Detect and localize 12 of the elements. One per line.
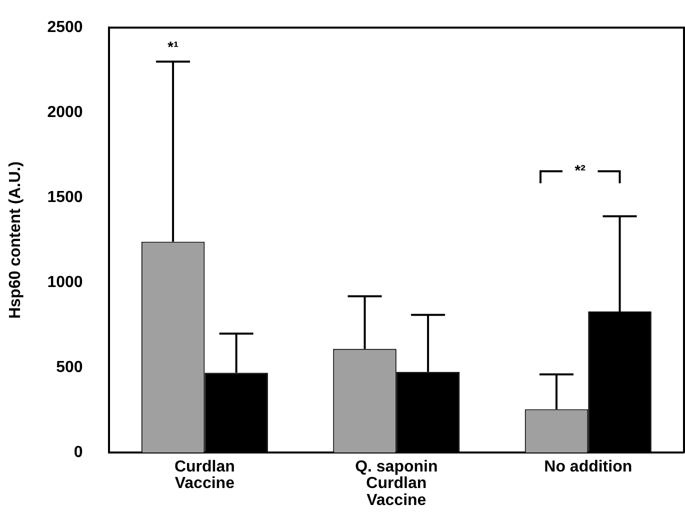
y-tick-label: 2500 xyxy=(47,19,83,36)
x-tick-label: Curdlan Vaccine xyxy=(174,458,235,492)
x-tick-label: No addition xyxy=(544,458,632,476)
y-tick-label: 2000 xyxy=(47,104,83,122)
y-tick-label: 1000 xyxy=(47,274,83,292)
y-tick-label: 1500 xyxy=(47,189,83,206)
annotation: *² xyxy=(574,162,586,180)
y-tick-label: 0 xyxy=(74,444,83,462)
annotation: *¹ xyxy=(168,39,178,56)
y-tick-label: 500 xyxy=(56,359,83,376)
y-axis-title: Hsp60 content (A.U.) xyxy=(7,161,24,319)
x-tick-label: Q. saponin Curdlan Vaccine xyxy=(355,458,438,510)
